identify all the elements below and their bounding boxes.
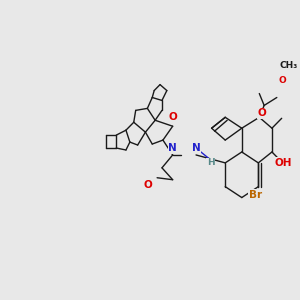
Text: N: N bbox=[168, 143, 177, 153]
Text: O: O bbox=[168, 112, 177, 122]
Text: H: H bbox=[207, 158, 214, 167]
Text: O: O bbox=[258, 108, 267, 118]
Text: OH: OH bbox=[275, 158, 292, 168]
Text: O: O bbox=[279, 76, 286, 85]
Text: Br: Br bbox=[249, 190, 262, 200]
Text: N: N bbox=[192, 143, 200, 153]
Text: CH₃: CH₃ bbox=[279, 61, 298, 70]
Text: O: O bbox=[144, 180, 153, 190]
